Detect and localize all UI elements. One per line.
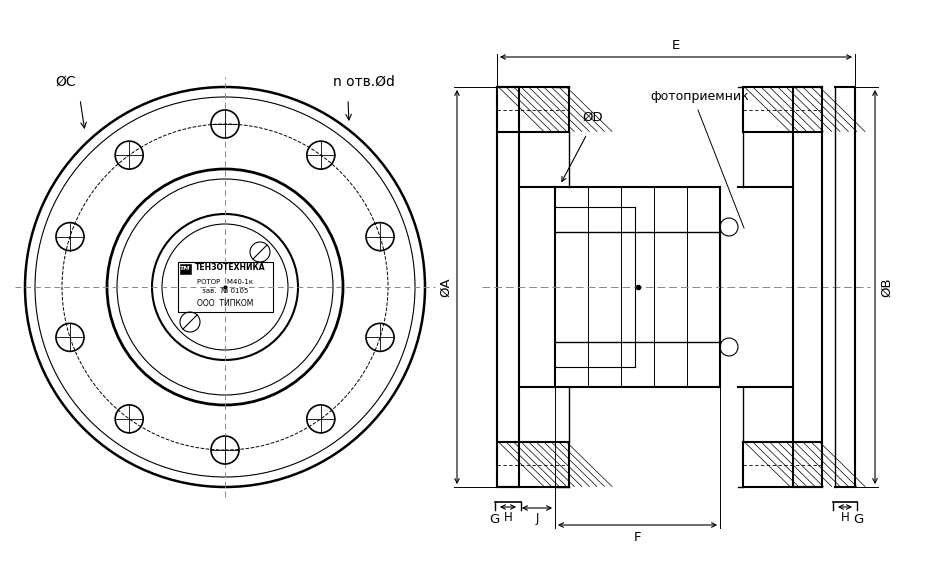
Text: F: F	[634, 531, 641, 544]
Text: n отв.Ød: n отв.Ød	[333, 75, 395, 89]
Text: J: J	[536, 512, 538, 525]
Text: зав.  № 0105: зав. № 0105	[202, 288, 248, 294]
Text: G: G	[489, 513, 500, 526]
Text: ØC: ØC	[55, 75, 76, 89]
Text: ØA: ØA	[439, 277, 452, 297]
Text: фотоприемник: фотоприемник	[650, 90, 749, 103]
Text: TM: TM	[179, 267, 191, 271]
Text: E: E	[672, 39, 680, 52]
Text: ТЕНЗОТЕХНИКА: ТЕНЗОТЕХНИКА	[194, 263, 265, 272]
Text: G: G	[853, 513, 863, 526]
Text: ООО  ТИПКОМ: ООО ТИПКОМ	[197, 299, 253, 308]
Text: ØD: ØD	[582, 111, 602, 124]
Text: H: H	[841, 511, 849, 524]
Bar	[179, 264, 191, 274]
Text: РОТОР   М40-1к: РОТОР М40-1к	[197, 279, 253, 285]
Text: H: H	[503, 511, 512, 524]
Bar	[178, 262, 273, 312]
Text: ØB: ØB	[880, 277, 893, 297]
